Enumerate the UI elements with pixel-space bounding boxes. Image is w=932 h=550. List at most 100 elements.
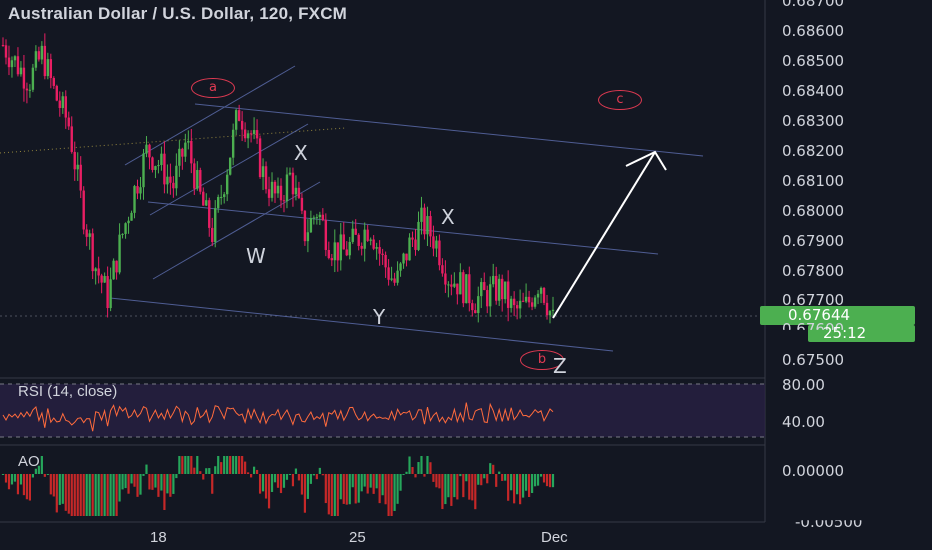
ao-bar	[447, 474, 450, 498]
ao-bar	[360, 474, 363, 492]
ao-bar	[112, 474, 115, 516]
candle-body	[264, 166, 268, 190]
candle-body	[432, 236, 435, 249]
ao-bar	[22, 474, 26, 496]
candle-body	[31, 67, 35, 90]
ao-bar	[492, 464, 495, 474]
candle-body	[515, 305, 519, 309]
ao-bar	[294, 468, 298, 474]
wave-label-a[interactable]: a	[191, 78, 235, 98]
wave-label-w[interactable]: W	[246, 244, 266, 268]
ao-bar	[255, 469, 259, 474]
candle-body	[524, 296, 528, 302]
candle-body	[193, 163, 196, 189]
candle-body	[495, 275, 498, 301]
candle-body	[330, 258, 334, 261]
ao-bar	[127, 474, 130, 494]
ao-bar	[19, 474, 23, 485]
candle-body	[518, 300, 522, 309]
candle-body	[208, 200, 211, 228]
channel-line-diag-3[interactable]	[152, 181, 321, 280]
candle-body	[414, 239, 417, 250]
ao-bar	[462, 474, 465, 498]
candle-body	[231, 129, 235, 158]
ao-bar	[273, 474, 277, 483]
ao-bar	[438, 474, 441, 489]
ao-bar	[73, 474, 76, 516]
channel-line-diag-1[interactable]	[124, 65, 296, 166]
wave-label-b[interactable]: b	[520, 350, 564, 370]
ao-bar	[366, 474, 369, 494]
wave-label-c[interactable]: c	[598, 90, 642, 110]
candle-body	[100, 275, 103, 283]
ao-bar	[232, 456, 235, 474]
ao-bar	[393, 474, 396, 511]
candle-body	[196, 170, 199, 189]
ao-bar	[238, 456, 241, 474]
candle-body	[109, 279, 112, 309]
ao-bar	[25, 474, 29, 500]
channel-line-middle[interactable]	[147, 201, 659, 255]
candle-body	[503, 281, 507, 300]
candle-body	[360, 245, 363, 249]
wave-label-x1[interactable]: X	[294, 141, 308, 165]
wave-label-z[interactable]: Z	[553, 354, 567, 378]
ao-bar	[435, 474, 438, 488]
candle-body	[509, 298, 513, 308]
ao-bar	[539, 474, 543, 477]
candle-body	[222, 194, 226, 197]
candle-body	[369, 239, 372, 241]
ao-bar	[542, 474, 546, 483]
candle-body	[237, 110, 241, 121]
ao-bar	[527, 474, 531, 497]
ao-bar	[524, 474, 528, 491]
rsi-label[interactable]: RSI (14, close)	[18, 383, 118, 400]
candle-body	[115, 260, 118, 273]
candle-body	[10, 60, 14, 68]
candle-body	[73, 151, 76, 170]
candle-body	[270, 181, 274, 198]
last-price-badge[interactable]: 0.67644	[788, 306, 851, 324]
candle-body	[363, 229, 366, 249]
ao-bar	[175, 474, 178, 479]
ao-tick: 0.00000	[782, 462, 845, 480]
ao-bar	[288, 474, 292, 475]
candle-body	[228, 157, 232, 175]
candle-body	[190, 140, 193, 164]
candle-body	[489, 284, 492, 307]
price-tick: 0.68000	[782, 202, 845, 220]
ao-bar	[136, 474, 139, 497]
candle-body	[327, 249, 331, 259]
ao-bar	[459, 474, 462, 477]
candle-body	[151, 157, 154, 170]
candles	[1, 33, 555, 324]
ao-bar	[495, 474, 498, 487]
price-tick: 0.68500	[782, 52, 845, 70]
rsi-band	[0, 384, 765, 437]
wave-label-x2[interactable]: X	[441, 205, 455, 229]
wave-label-y[interactable]: Y	[373, 305, 386, 329]
ao-bar	[300, 474, 304, 495]
candle-body	[1, 45, 5, 46]
projection-arrow[interactable]	[552, 150, 667, 319]
candle-body	[279, 185, 283, 201]
ao-bar	[115, 474, 118, 516]
channel-lines[interactable]	[109, 65, 704, 352]
ao-bar	[79, 474, 82, 516]
ao-bar	[97, 474, 100, 516]
ao-bar	[384, 474, 387, 505]
ao-label[interactable]: AO	[18, 453, 40, 470]
pivot-line	[0, 127, 346, 154]
candle-body	[70, 126, 73, 152]
candle-body	[381, 253, 384, 255]
ao-bar	[4, 474, 8, 483]
candle-body	[243, 129, 247, 139]
ao-bar	[456, 474, 459, 500]
candle-body	[387, 267, 390, 280]
ao-bar	[306, 474, 309, 499]
channel-line-lower[interactable]	[109, 297, 614, 352]
channel-line-upper[interactable]	[194, 103, 704, 157]
candle-body	[7, 57, 11, 68]
ao-bar	[241, 456, 244, 474]
